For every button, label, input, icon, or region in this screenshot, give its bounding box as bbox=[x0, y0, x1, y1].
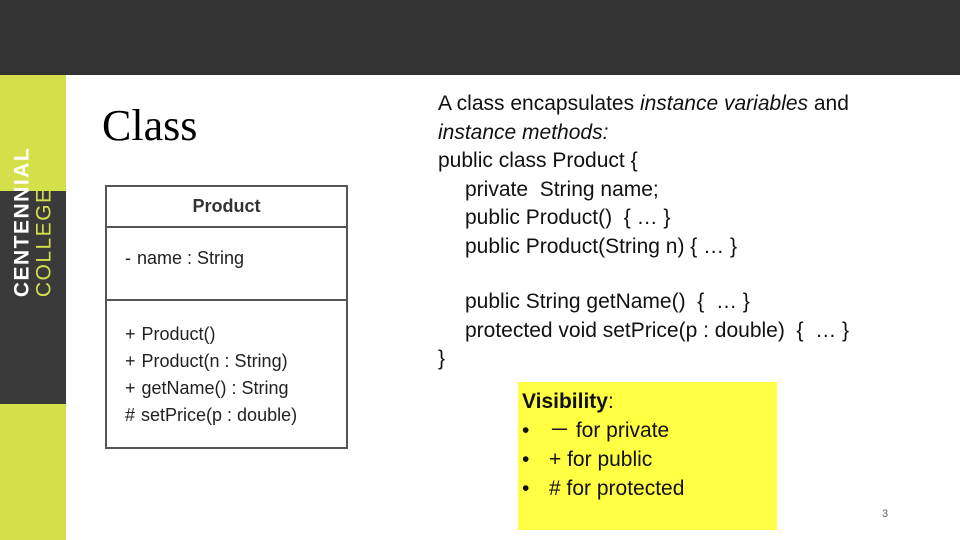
visibility-heading-colon: : bbox=[607, 390, 614, 413]
visibility-symbol: - bbox=[125, 248, 131, 268]
code-line: } bbox=[438, 347, 446, 370]
visibility-item-text: － for private bbox=[549, 419, 670, 442]
page-number: 3 bbox=[882, 508, 889, 520]
operation-text: getName() : String bbox=[141, 378, 289, 398]
logo-line-2: COLLEGE bbox=[32, 187, 56, 298]
top-banner bbox=[0, 0, 960, 75]
code-line: public String getName() { … } bbox=[465, 290, 750, 313]
visibility-item: • － for private bbox=[522, 416, 777, 445]
intro-line-1: A class encapsulates instance variables … bbox=[438, 90, 849, 119]
operation-text: Product(n : String) bbox=[141, 351, 288, 371]
college-logo bbox=[0, 191, 66, 404]
college-logo-text: CENTENNIAL COLLEGE bbox=[10, 146, 56, 298]
attribute-text: name : String bbox=[137, 248, 245, 268]
visibility-callout: Visibility: • － for private • + for public… bbox=[518, 382, 777, 530]
sidebar-band bbox=[0, 75, 66, 540]
visibility-symbol: + bbox=[125, 351, 136, 371]
uml-attributes: - name : String bbox=[107, 228, 346, 301]
visibility-item: • + for public bbox=[522, 445, 777, 474]
uml-class-diagram: Product - name : String + Product() + Produ… bbox=[105, 185, 348, 449]
uml-operation: # setPrice(p : double) bbox=[125, 402, 346, 429]
operation-text: Product() bbox=[141, 324, 216, 344]
code-line: protected void setPrice(p : double) { … … bbox=[465, 318, 850, 342]
uml-operation: + getName() : String bbox=[125, 375, 346, 402]
code-line: private String name; bbox=[465, 177, 659, 201]
visibility-symbol: # bbox=[125, 405, 136, 425]
intro-emphasis: instance variables bbox=[639, 92, 809, 115]
class-description: A class encapsulates instance variables … bbox=[438, 90, 849, 374]
operation-text: setPrice(p : double) bbox=[141, 405, 298, 425]
code-line: public class Product { bbox=[438, 149, 638, 172]
visibility-item: • # for protected bbox=[522, 474, 777, 503]
intro-emphasis: instance methods: bbox=[438, 120, 609, 144]
code-line-blank bbox=[438, 261, 849, 288]
visibility-item-text: # for protected bbox=[549, 477, 685, 500]
bullet-icon: • bbox=[522, 477, 530, 500]
intro-text: A class encapsulates bbox=[438, 92, 640, 115]
uml-class-name: Product bbox=[107, 187, 346, 228]
uml-attribute: - name : String bbox=[125, 248, 346, 269]
visibility-symbol: + bbox=[125, 378, 136, 398]
bullet-icon: • bbox=[522, 419, 530, 442]
slide-title: Class bbox=[102, 101, 198, 150]
intro-text: and bbox=[808, 92, 849, 115]
intro-line-2: instance methods: bbox=[438, 119, 849, 148]
visibility-item-text: + for public bbox=[549, 448, 653, 471]
code-line: public Product() { … } bbox=[465, 206, 671, 229]
code-line: public Product(String n) { … } bbox=[465, 234, 737, 258]
bullet-icon: • bbox=[522, 448, 530, 471]
uml-operation: + Product() bbox=[125, 321, 346, 348]
visibility-heading: Visibility: bbox=[522, 387, 777, 416]
visibility-heading-text: Visibility bbox=[522, 390, 608, 413]
uml-operation: + Product(n : String) bbox=[125, 348, 346, 375]
logo-line-1: CENTENNIAL bbox=[10, 146, 34, 298]
visibility-symbol: + bbox=[125, 324, 136, 344]
uml-operations: + Product() + Product(n : String) + getName… bbox=[107, 301, 346, 429]
